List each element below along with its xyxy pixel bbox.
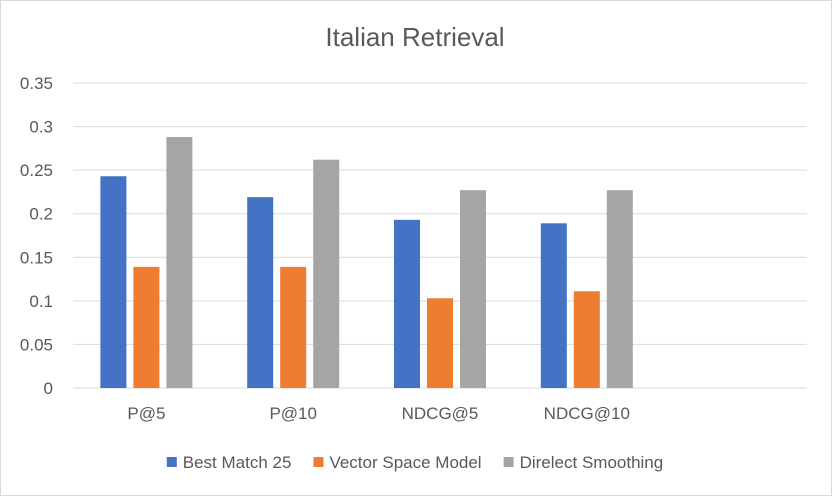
- legend-label: Best Match 25: [183, 453, 292, 472]
- chart-title: Italian Retrieval: [325, 22, 504, 52]
- x-category-label: P@10: [269, 404, 317, 423]
- y-tick-label: 0.2: [29, 205, 53, 224]
- bar-direlect-smoothing: [166, 137, 193, 388]
- legend-label: Direlect Smoothing: [520, 453, 664, 472]
- bar-vector-space-model: [427, 298, 453, 388]
- bar-direlect-smoothing: [460, 190, 486, 388]
- legend-swatch: [503, 457, 514, 467]
- y-tick-label: 0.3: [29, 118, 53, 137]
- legend-label: Vector Space Model: [329, 453, 481, 472]
- y-tick-label: 0.15: [20, 248, 53, 267]
- x-category-label: NDCG@10: [544, 404, 630, 423]
- x-category-label: NDCG@5: [402, 404, 479, 423]
- bar-best-match-25: [394, 219, 420, 388]
- bar-vector-space-model: [133, 266, 160, 388]
- legend: Best Match 25 Vector Space Model Direlect …: [166, 453, 664, 472]
- y-tick-label: 0.05: [20, 335, 53, 354]
- y-axis-ticks: 0 0.05 0.1 0.15 0.2 0.25 0.3 0.35: [20, 74, 53, 398]
- bar-direlect-smoothing: [313, 159, 340, 388]
- y-tick-label: 0.1: [29, 292, 53, 311]
- legend-swatch: [313, 457, 324, 467]
- bar-best-match-25: [247, 197, 274, 388]
- y-tick-label: 0: [44, 379, 53, 398]
- legend-swatch: [166, 457, 177, 467]
- x-category-label: P@5: [127, 404, 165, 423]
- bar-vector-space-model: [573, 291, 600, 388]
- bar-best-match-25: [540, 223, 567, 388]
- y-tick-label: 0.25: [20, 161, 53, 180]
- bars: [100, 137, 633, 388]
- x-axis-categories: P@5 P@10 NDCG@5 NDCG@10: [127, 404, 630, 423]
- y-tick-label: 0.35: [20, 74, 53, 93]
- bar-best-match-25: [100, 176, 127, 388]
- bar-vector-space-model: [280, 266, 307, 388]
- bar-direlect-smoothing: [606, 190, 633, 388]
